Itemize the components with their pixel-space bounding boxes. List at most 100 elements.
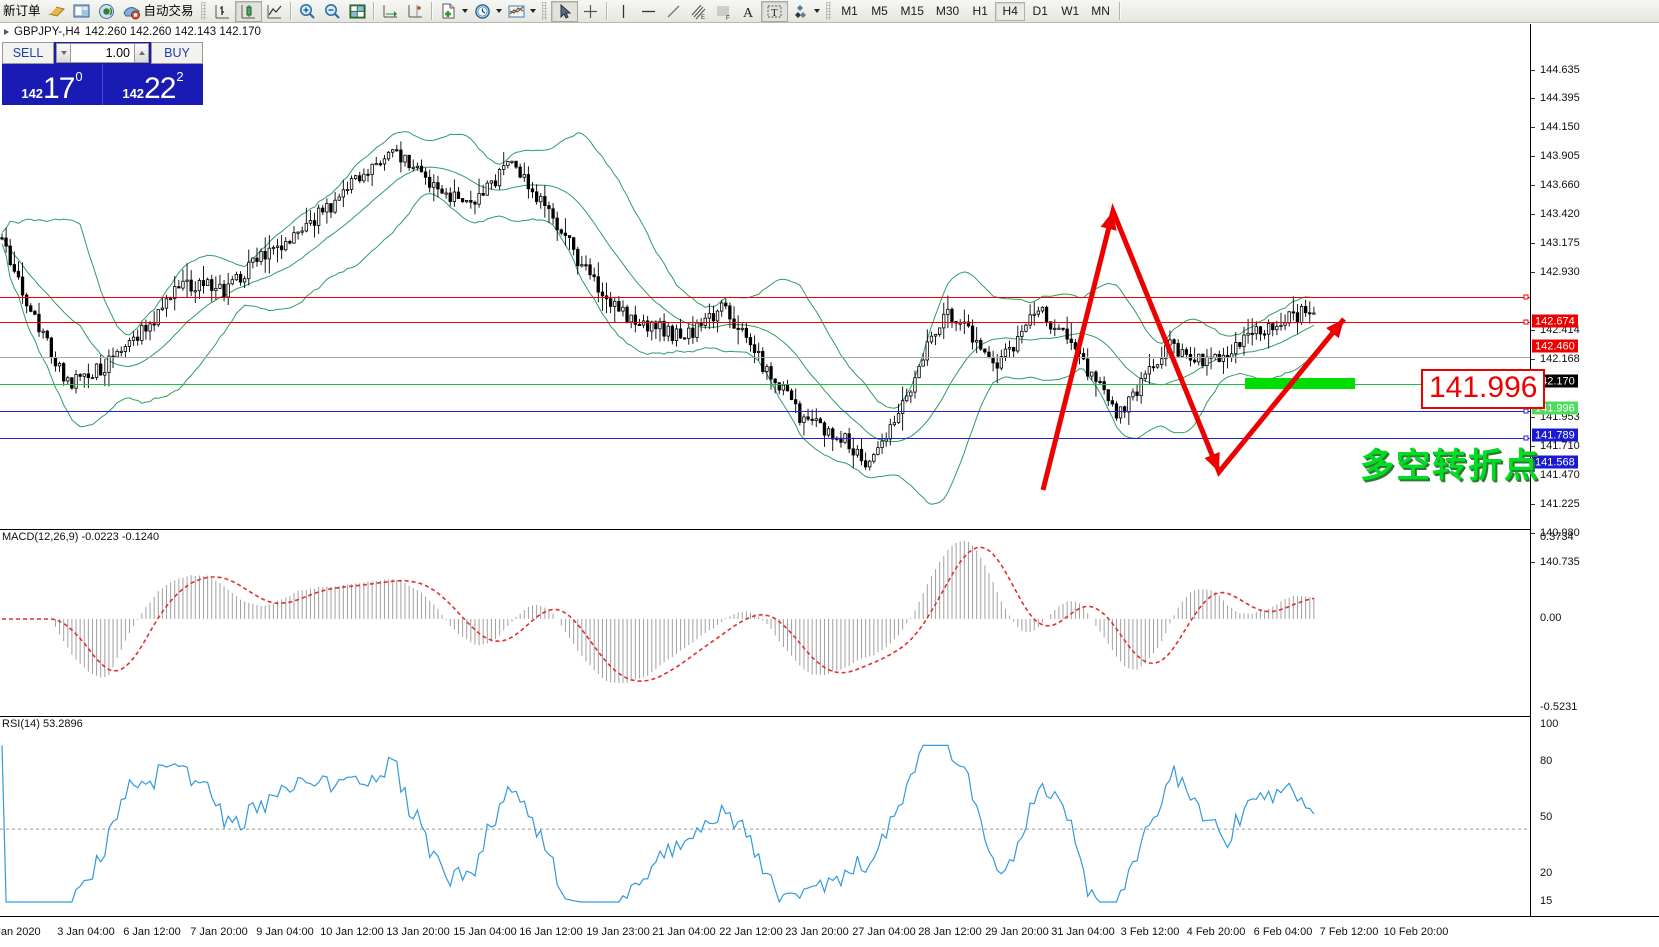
- volume-decrease-button[interactable]: [56, 43, 71, 63]
- trend-line-icon[interactable]: [661, 1, 686, 22]
- timeframe-h1[interactable]: H1: [972, 4, 988, 18]
- zoom-out-icon[interactable]: [320, 1, 345, 22]
- fibonacci-icon[interactable]: F: [711, 1, 736, 22]
- macd-pane[interactable]: MACD(12,26,9) -0.0223 -0.1240: [0, 529, 1530, 715]
- timeframe-w1[interactable]: W1: [1061, 4, 1080, 18]
- candle-body: [946, 308, 950, 315]
- candle-body: [0, 237, 4, 240]
- signals-icon[interactable]: [94, 1, 119, 22]
- candle-body: [588, 264, 592, 276]
- horizontal-line-142.460[interactable]: [0, 322, 1530, 323]
- price-tag-141.789[interactable]: 141.789: [1532, 428, 1578, 442]
- crosshair-icon[interactable]: [578, 1, 603, 22]
- indicators-dropdown-caret[interactable]: [529, 2, 538, 21]
- candle-body: [736, 327, 740, 330]
- chinese-note[interactable]: 多空转折点: [1360, 446, 1540, 486]
- candle-body: [189, 279, 193, 292]
- candle-body: [773, 378, 777, 384]
- sell-button[interactable]: SELL: [2, 42, 54, 64]
- buy-button[interactable]: BUY: [151, 42, 203, 64]
- equidistant-channel-icon[interactable]: E: [686, 1, 711, 22]
- timeframe-m5[interactable]: M5: [871, 4, 888, 18]
- toolbar-grip-3[interactable]: [825, 2, 831, 20]
- horizontal-line-141.789[interactable]: [0, 411, 1530, 412]
- shapes-dropdown-caret[interactable]: [813, 2, 822, 21]
- volume-stepper[interactable]: 1.00: [54, 42, 151, 64]
- time-tick-label: 7 Feb 12:00: [1319, 926, 1379, 938]
- period-dropdown-caret[interactable]: [495, 2, 504, 21]
- autotrading-button[interactable]: 自动交易: [119, 1, 197, 22]
- price-tag-142.674[interactable]: 142.674: [1532, 314, 1578, 328]
- sell-price-main: 17: [43, 72, 75, 105]
- candle-body: [210, 279, 214, 291]
- bar-chart-icon[interactable]: [210, 1, 235, 22]
- horizontal-line-141.568[interactable]: [0, 438, 1530, 439]
- indicators-icon[interactable]: [504, 1, 529, 22]
- line-chart-icon[interactable]: [262, 1, 287, 22]
- time-tick-label: 19 Jan 23:00: [586, 926, 650, 938]
- horizontal-line-handle[interactable]: [1523, 408, 1529, 414]
- horizontal-line-142.170[interactable]: [0, 357, 1530, 358]
- timeframe-d1[interactable]: D1: [1032, 4, 1048, 18]
- chart-shift-icon[interactable]: [403, 1, 428, 22]
- new-chart-dropdown-caret[interactable]: [461, 2, 470, 21]
- horizontal-line-handle[interactable]: [1523, 435, 1529, 441]
- sell-price[interactable]: 142 17 0: [2, 64, 102, 105]
- candle-body: [423, 171, 428, 178]
- time-tick-label: 3 Feb 12:00: [1120, 926, 1180, 938]
- price-tick-label: 144.635: [1540, 64, 1580, 76]
- horizontal-line-icon[interactable]: [636, 1, 661, 22]
- candle-body: [621, 306, 625, 312]
- new-chart-icon[interactable]: [436, 1, 461, 22]
- candle-body: [1036, 310, 1040, 315]
- candle-body: [1267, 323, 1271, 335]
- text-icon[interactable]: A: [736, 1, 761, 22]
- candle-body: [1098, 380, 1102, 383]
- tile-windows-icon[interactable]: [345, 1, 370, 22]
- time-axis[interactable]: Jan 2020 3 Jan 04:00 6 Jan 12:00 7 Jan 20:0…: [0, 916, 1659, 947]
- auto-scroll-icon[interactable]: [378, 1, 403, 22]
- price-tag-142.460[interactable]: 142.460: [1532, 339, 1578, 353]
- candle-body: [1151, 366, 1156, 369]
- candle-body: [847, 433, 851, 450]
- candle-body: [580, 264, 584, 267]
- candle-body: [732, 318, 736, 329]
- candlestick-chart-icon[interactable]: [234, 0, 262, 22]
- price-tag-141.568[interactable]: 141.568: [1532, 455, 1578, 469]
- vertical-line-icon[interactable]: [611, 1, 636, 22]
- data-window-icon[interactable]: [69, 1, 94, 22]
- cursor-icon[interactable]: [550, 0, 578, 22]
- toolbar-grip-2[interactable]: [541, 2, 547, 20]
- candle-body: [1073, 342, 1077, 350]
- expert-advisors-icon[interactable]: [44, 1, 69, 22]
- shapes-icon[interactable]: [788, 1, 813, 22]
- support-zone[interactable]: [1245, 378, 1355, 389]
- timeframe-mn[interactable]: MN: [1091, 4, 1110, 18]
- timeframe-m1[interactable]: M1: [841, 4, 858, 18]
- timeframe-m15[interactable]: M15: [900, 4, 924, 18]
- macd-tick-label: 0.00: [1540, 612, 1562, 624]
- candle-body: [12, 264, 17, 272]
- new-order-button[interactable]: 新订单: [0, 1, 44, 22]
- horizontal-line-handle[interactable]: [1523, 294, 1529, 300]
- main-price-pane[interactable]: [0, 40, 1530, 528]
- candle-body: [1110, 400, 1114, 405]
- price-object-label[interactable]: 141.996: [1421, 369, 1546, 409]
- horizontal-line-142.674[interactable]: [0, 297, 1530, 298]
- volume-increase-button[interactable]: [134, 43, 149, 63]
- price-axis[interactable]: 144.635 144.395 144.150 143.905 143.660 143.4…: [1530, 24, 1659, 916]
- candle-body: [1295, 312, 1300, 323]
- zoom-in-icon[interactable]: [295, 1, 320, 22]
- timeframe-h4[interactable]: H4: [995, 1, 1026, 21]
- timeframe-m30[interactable]: M30: [935, 4, 960, 18]
- candle-body: [1131, 391, 1135, 398]
- buy-price[interactable]: 142 22 2: [102, 64, 203, 105]
- one-click-trading-panel[interactable]: SELL 1.00 BUY 142 17 0 142 22 2: [2, 42, 203, 105]
- period-clock-icon[interactable]: [470, 1, 495, 22]
- toolbar-grip[interactable]: [200, 2, 206, 20]
- volume-input[interactable]: 1.00: [71, 43, 134, 63]
- horizontal-line-handle[interactable]: [1523, 319, 1529, 325]
- text-label-icon[interactable]: T: [760, 0, 788, 22]
- candle-body: [168, 298, 173, 301]
- rsi-pane[interactable]: RSI(14) 53.2896: [0, 716, 1530, 916]
